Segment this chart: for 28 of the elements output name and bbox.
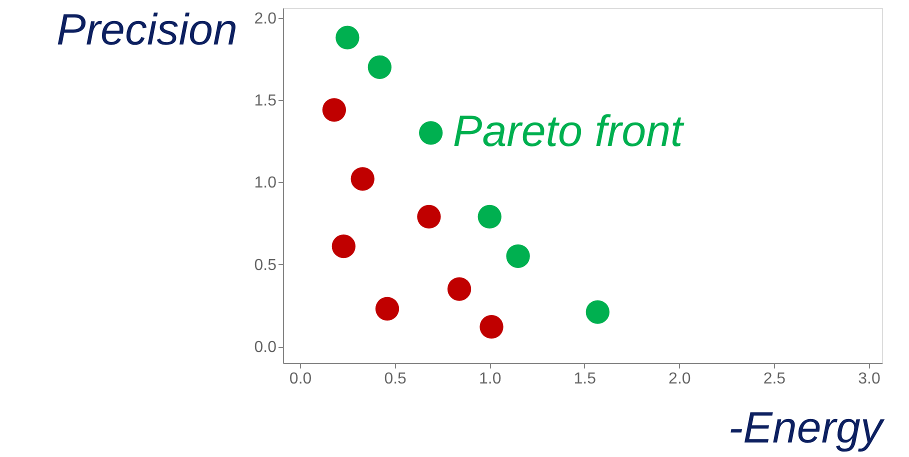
x-tick-label: 2.0 [668,370,691,388]
y-tick-label: 0.5 [254,256,277,274]
point [336,26,360,50]
point [368,55,392,79]
point [332,234,356,258]
x-tick-label: 0.0 [289,370,312,388]
point [586,300,610,324]
point [447,277,472,301]
x-tick-label: 2.5 [763,370,786,388]
point [322,98,346,122]
y-tick-label: 1.0 [254,174,277,192]
x-tick-label: 0.5 [384,370,407,388]
y-tick-label: 2.0 [254,10,277,28]
x-axis-title: -Energy [728,404,886,452]
point [419,121,443,145]
point [480,315,504,339]
series-label: Pareto front [452,106,685,156]
x-tick-label: 1.5 [574,370,596,388]
point [417,204,441,229]
point [506,244,530,268]
y-axis-title: Precision [56,6,238,54]
x-tick-label: 3.0 [858,370,880,388]
x-tick-label: 1.0 [478,370,502,388]
y-tick-label: 1.5 [254,92,277,110]
point [478,204,502,229]
point [375,296,400,321]
point [350,167,374,191]
y-tick-label: 0.0 [254,339,277,356]
